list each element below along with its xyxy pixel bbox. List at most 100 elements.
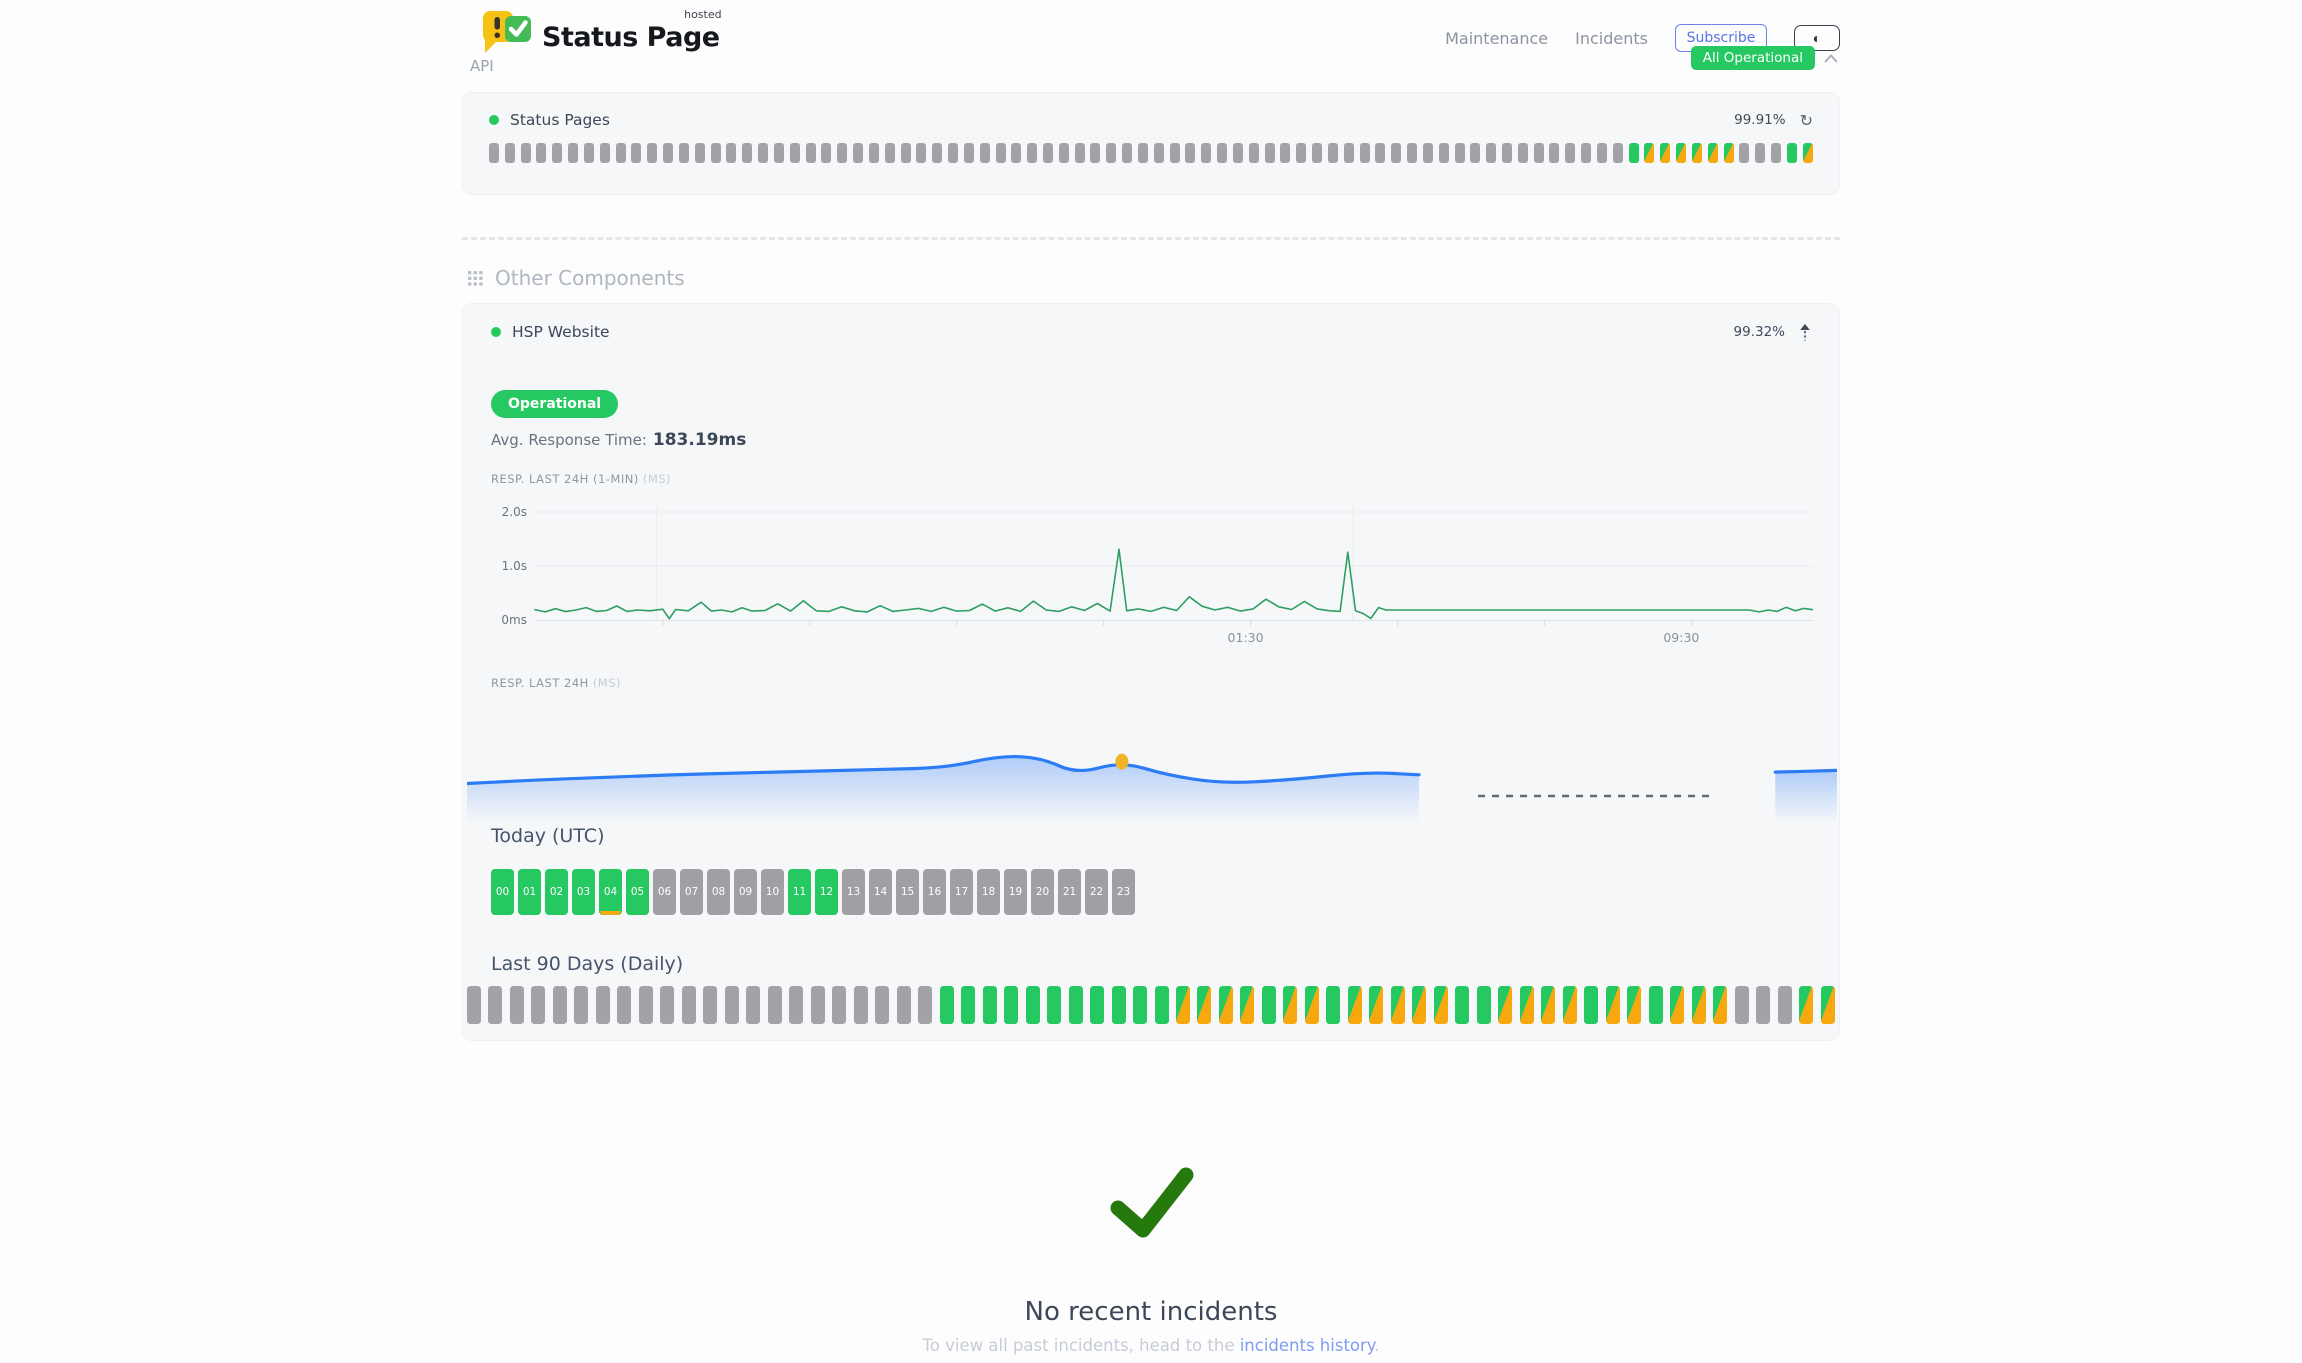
daily-uptime-bar[interactable]: [1326, 986, 1341, 1024]
uptime-bar[interactable]: [1676, 143, 1687, 163]
daily-uptime-bar[interactable]: [660, 986, 675, 1024]
uptime-bar[interactable]: [1771, 143, 1782, 163]
uptime-bar[interactable]: [1153, 143, 1164, 163]
hour-box-10[interactable]: 10: [761, 869, 784, 915]
uptime-bar[interactable]: [663, 143, 674, 163]
hour-box-14[interactable]: 14: [869, 869, 892, 915]
uptime-bar[interactable]: [1312, 143, 1323, 163]
brand-logo[interactable]: hosted Status Page: [482, 8, 722, 56]
uptime-bar[interactable]: [536, 143, 547, 163]
daily-uptime-bar[interactable]: [1369, 986, 1384, 1024]
uptime-bar[interactable]: [1185, 143, 1196, 163]
daily-uptime-bar[interactable]: [1347, 986, 1362, 1024]
hour-box-05[interactable]: 05: [626, 869, 649, 915]
uptime-bar[interactable]: [1486, 143, 1497, 163]
uptime-bar[interactable]: [678, 143, 689, 163]
daily-uptime-bar[interactable]: [767, 986, 782, 1024]
uptime-bar[interactable]: [884, 143, 895, 163]
daily-uptime-bar[interactable]: [982, 986, 997, 1024]
uptime-bar[interactable]: [1201, 143, 1212, 163]
daily-uptime-bar[interactable]: [875, 986, 890, 1024]
hour-box-17[interactable]: 17: [950, 869, 973, 915]
daily-uptime-bar[interactable]: [1111, 986, 1126, 1024]
uptime-bar[interactable]: [1454, 143, 1465, 163]
uptime-bar[interactable]: [1549, 143, 1560, 163]
uptime-bar[interactable]: [1327, 143, 1338, 163]
daily-uptime-bar[interactable]: [552, 986, 567, 1024]
hour-box-07[interactable]: 07: [680, 869, 703, 915]
uptime-bar[interactable]: [1359, 143, 1370, 163]
daily-uptime-bar[interactable]: [509, 986, 524, 1024]
daily-uptime-bar[interactable]: [1433, 986, 1448, 1024]
daily-uptime-bar[interactable]: [1670, 986, 1685, 1024]
daily-uptime-bar[interactable]: [595, 986, 610, 1024]
uptime-bar[interactable]: [726, 143, 737, 163]
uptime-bar[interactable]: [615, 143, 626, 163]
uptime-bar[interactable]: [1058, 143, 1069, 163]
daily-uptime-bar[interactable]: [1756, 986, 1771, 1024]
uptime-bar[interactable]: [1375, 143, 1386, 163]
refresh-icon[interactable]: ↻: [1799, 110, 1813, 130]
daily-uptime-bar[interactable]: [488, 986, 503, 1024]
nav-maintenance[interactable]: Maintenance: [1445, 28, 1549, 48]
uptime-bar[interactable]: [1391, 143, 1402, 163]
uptime-bar[interactable]: [979, 143, 990, 163]
uptime-bar[interactable]: [1502, 143, 1512, 163]
uptime-bar[interactable]: [631, 143, 642, 163]
daily-uptime-bar[interactable]: [1562, 986, 1577, 1024]
uptime-bar[interactable]: [1137, 143, 1148, 163]
hour-box-20[interactable]: 20: [1031, 869, 1054, 915]
uptime-bar[interactable]: [1786, 143, 1797, 163]
hour-box-12[interactable]: 12: [815, 869, 838, 915]
hour-box-09[interactable]: 09: [734, 869, 757, 915]
hour-box-03[interactable]: 03: [572, 869, 595, 915]
hour-box-11[interactable]: 11: [788, 869, 811, 915]
hour-box-13[interactable]: 13: [842, 869, 865, 915]
hour-box-01[interactable]: 01: [518, 869, 541, 915]
daily-uptime-bar[interactable]: [961, 986, 976, 1024]
uptime-bar[interactable]: [742, 143, 753, 163]
daily-uptime-bar[interactable]: [1090, 986, 1105, 1024]
uptime-bar[interactable]: [1090, 143, 1101, 163]
response-area-chart[interactable]: [467, 698, 1837, 823]
uptime-bar[interactable]: [773, 143, 784, 163]
uptime-bar[interactable]: [1264, 143, 1275, 163]
daily-uptime-bar[interactable]: [1240, 986, 1255, 1024]
daily-uptime-bar[interactable]: [1777, 986, 1792, 1024]
uptime-bar[interactable]: [1723, 143, 1734, 163]
incidents-history-link[interactable]: incidents history: [1239, 1336, 1375, 1355]
daily-uptime-bar[interactable]: [1476, 986, 1491, 1024]
hour-box-22[interactable]: 22: [1085, 869, 1108, 915]
uptime-bar[interactable]: [995, 143, 1006, 163]
uptime-bar[interactable]: [1027, 143, 1038, 163]
uptime-bar[interactable]: [1280, 143, 1291, 163]
uptime-bar[interactable]: [900, 143, 911, 163]
daily-uptime-bar[interactable]: [1734, 986, 1749, 1024]
uptime-bar[interactable]: [932, 143, 943, 163]
daily-uptime-bar[interactable]: [638, 986, 653, 1024]
uptime-bar[interactable]: [916, 143, 927, 163]
daily-uptime-bar[interactable]: [918, 986, 933, 1024]
uptime-bar[interactable]: [1042, 143, 1053, 163]
uptime-bar[interactable]: [853, 143, 864, 163]
daily-uptime-bar[interactable]: [1498, 986, 1513, 1024]
daily-uptime-bar[interactable]: [1133, 986, 1148, 1024]
uptime-bar[interactable]: [789, 143, 800, 163]
uptime-bar[interactable]: [1517, 143, 1528, 163]
uptime-bar[interactable]: [1470, 143, 1481, 163]
uptime-bar[interactable]: [1422, 143, 1433, 163]
arrow-up-dashed-icon[interactable]: [1799, 323, 1811, 341]
uptime-bar[interactable]: [599, 143, 610, 163]
daily-uptime-bar[interactable]: [1820, 986, 1835, 1024]
uptime-bar[interactable]: [568, 143, 579, 163]
uptime-bar[interactable]: [1248, 143, 1259, 163]
uptime-bar[interactable]: [1296, 143, 1307, 163]
daily-uptime-bar[interactable]: [1218, 986, 1233, 1024]
uptime-bar[interactable]: [1407, 143, 1418, 163]
hour-box-21[interactable]: 21: [1058, 869, 1081, 915]
uptime-bar[interactable]: [583, 143, 594, 163]
daily-uptime-bar[interactable]: [617, 986, 632, 1024]
uptime-bar[interactable]: [1739, 143, 1750, 163]
uptime-bar[interactable]: [1438, 143, 1449, 163]
daily-uptime-bar[interactable]: [1799, 986, 1814, 1024]
